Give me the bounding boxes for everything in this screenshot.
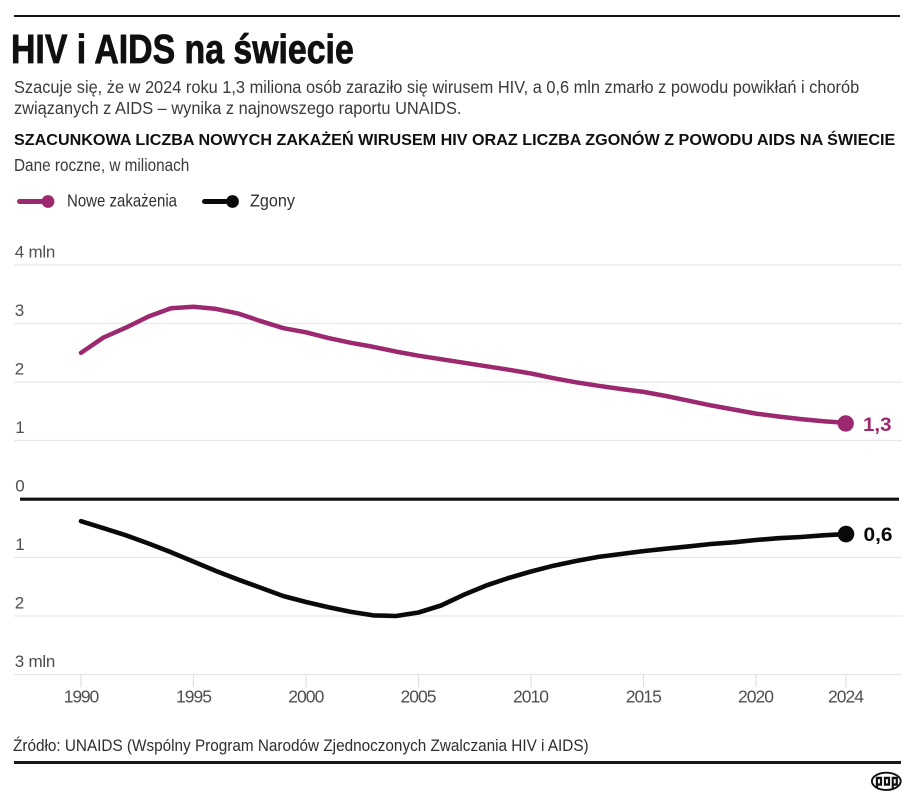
svg-text:Nowe zakażenia: Nowe zakażenia <box>67 190 177 210</box>
svg-text:3: 3 <box>15 301 24 320</box>
svg-text:Zgony: Zgony <box>250 190 295 210</box>
svg-text:2000: 2000 <box>288 686 324 706</box>
svg-text:2020: 2020 <box>738 686 774 706</box>
svg-text:0: 0 <box>15 476 24 495</box>
svg-text:2024: 2024 <box>828 686 864 706</box>
svg-text:3 mln: 3 mln <box>15 652 56 671</box>
svg-text:1: 1 <box>15 535 24 554</box>
svg-text:2005: 2005 <box>401 686 437 706</box>
svg-text:1990: 1990 <box>64 686 100 706</box>
svg-text:2: 2 <box>15 594 24 613</box>
svg-text:2015: 2015 <box>626 686 662 706</box>
svg-text:0,6: 0,6 <box>864 524 893 546</box>
svg-text:4 mln: 4 mln <box>15 243 56 262</box>
svg-text:1,3: 1,3 <box>863 414 892 436</box>
svg-text:2010: 2010 <box>513 686 549 706</box>
svg-text:1: 1 <box>15 418 24 437</box>
svg-text:2: 2 <box>15 360 24 379</box>
svg-text:1995: 1995 <box>176 686 212 706</box>
